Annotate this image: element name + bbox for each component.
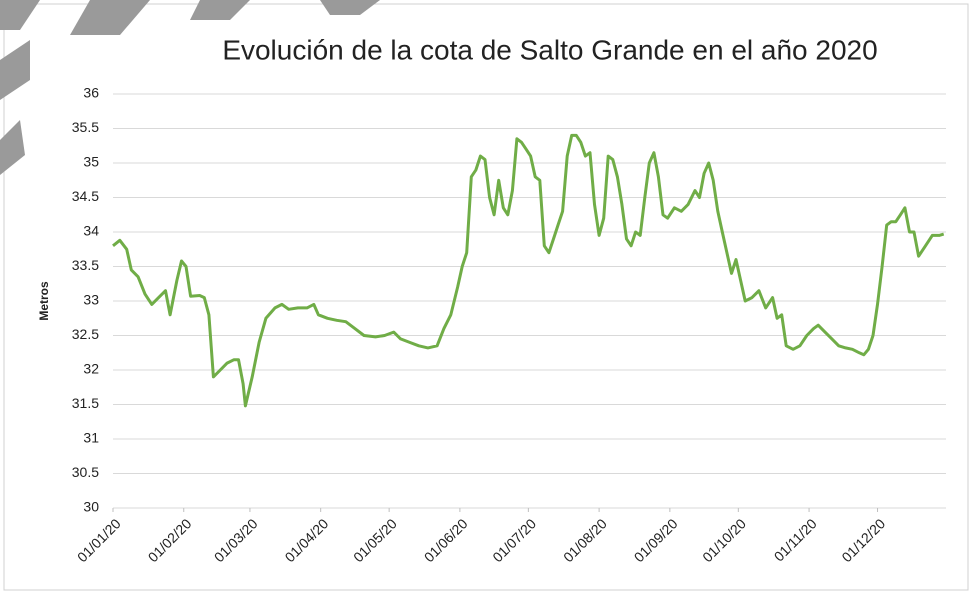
chart-title: Evolución de la cota de Salto Grande en … [222,34,877,65]
y-tick-label: 32.5 [72,326,99,342]
y-tick-label: 34 [83,223,99,239]
y-tick-label: 31.5 [72,395,99,411]
chart-frame [3,3,969,591]
y-tick-label: 33 [83,292,99,308]
y-tick-label: 30 [83,499,99,515]
y-tick-label: 32 [83,361,99,377]
y-tick-label: 31 [83,430,99,446]
y-tick-label: 30.5 [72,464,99,480]
watermark [0,0,380,175]
data-line [112,133,945,408]
y-tick-label: 35 [83,154,99,170]
y-tick-label: 33.5 [72,257,99,273]
y-axis-label: Metros [37,281,51,321]
y-tick-label: 34.5 [72,188,99,204]
y-tick-label: 36 [83,85,99,101]
y-tick-label: 35.5 [72,119,99,135]
